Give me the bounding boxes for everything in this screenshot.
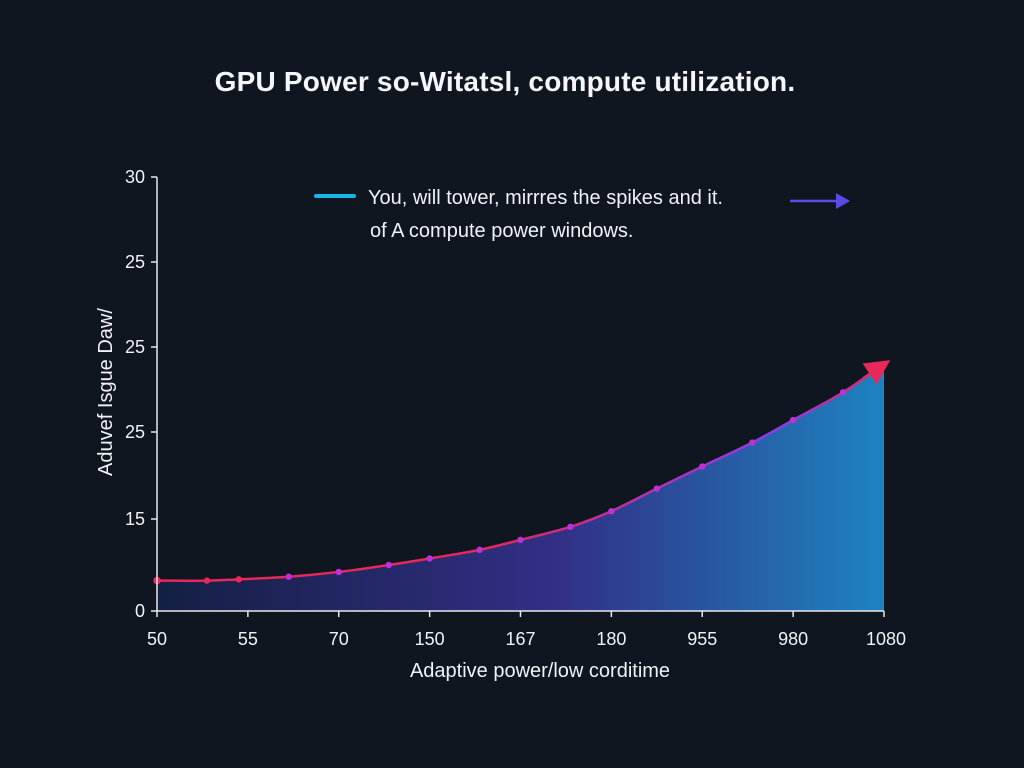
x-tick-label: 50: [147, 629, 167, 649]
data-point: [517, 536, 524, 544]
y-axis-label: Aduvef Isgue Daw/: [95, 308, 117, 476]
curve-end-arrow: [862, 360, 891, 385]
x-axis-ticks: 50 55 70 150 167 180 955 980 1080: [147, 611, 906, 649]
annotation-arrow: [790, 193, 850, 209]
x-tick-label: 150: [415, 629, 445, 649]
data-point: [476, 546, 483, 554]
annotation-line-2: of A compute power windows.: [370, 220, 633, 242]
y-tick-label: 25: [125, 337, 145, 357]
data-point: [608, 507, 615, 515]
chart-title: GPU Power so-Witatsl, compute utilizatio…: [214, 66, 796, 97]
x-tick-label: 955: [687, 629, 717, 649]
x-tick-label: 55: [238, 629, 258, 649]
y-tick-label: 15: [125, 509, 145, 529]
annotation-line-1: You, will tower, mirrres the spikes and …: [368, 187, 723, 209]
x-tick-label: 980: [778, 629, 808, 649]
data-point: [285, 573, 292, 580]
y-tick-label: 30: [125, 167, 145, 187]
x-tick-label: 1080: [866, 629, 906, 649]
x-tick-label: 70: [329, 629, 349, 649]
y-tick-label: 25: [125, 252, 145, 272]
x-axis-label: Adaptive power/low corditime: [410, 660, 670, 682]
data-point: [385, 561, 392, 569]
data-point: [699, 463, 706, 470]
data-point: [789, 416, 797, 424]
data-point: [653, 485, 661, 492]
data-point: [235, 576, 242, 583]
data-point: [567, 523, 574, 531]
data-point: [203, 577, 211, 584]
data-point: [839, 389, 847, 396]
area-fill: [157, 363, 884, 611]
y-axis-ticks: 0 15 25 25 25 30: [125, 167, 157, 621]
data-point: [335, 568, 342, 576]
y-tick-label: 0: [135, 601, 145, 621]
data-point: [426, 555, 433, 562]
x-tick-label: 167: [505, 629, 535, 649]
y-tick-label: 25: [125, 422, 145, 442]
data-point: [749, 439, 756, 446]
x-tick-label: 180: [596, 629, 626, 649]
